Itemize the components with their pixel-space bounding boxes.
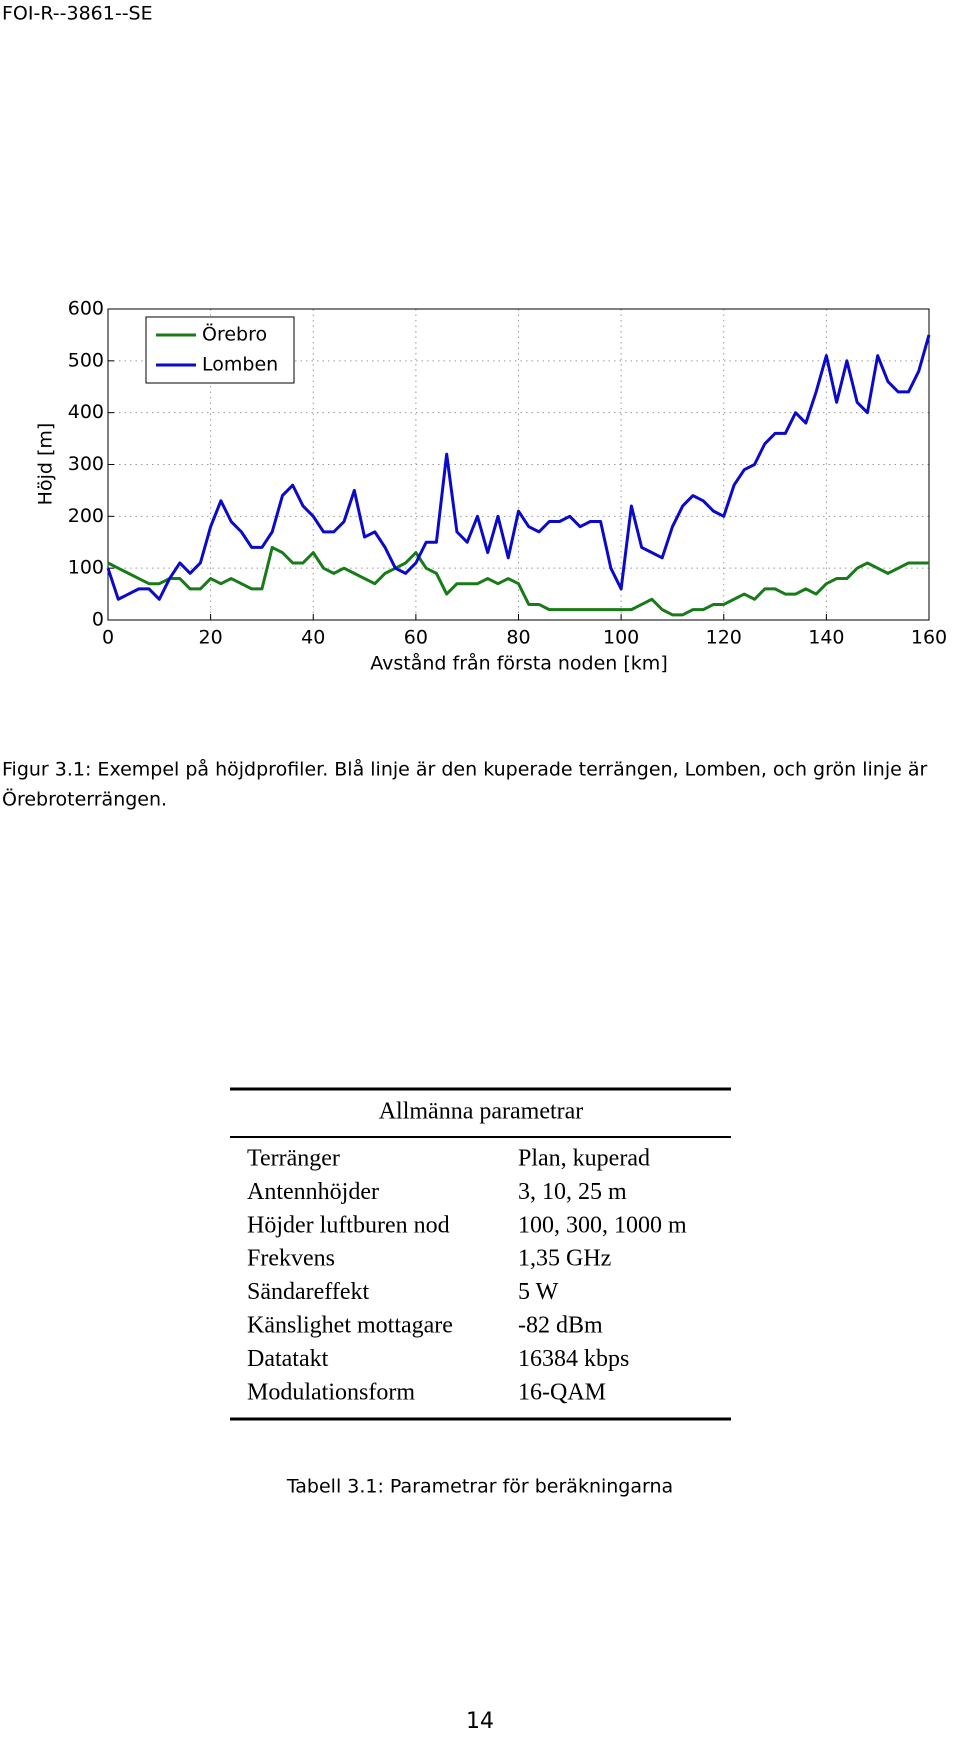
y-tick-label: 100 (68, 557, 104, 579)
x-tick-label: 160 (911, 627, 947, 649)
page-number: 14 (466, 1709, 494, 1734)
x-tick-label: 100 (603, 627, 639, 649)
table-cell: Frekvens (247, 1246, 335, 1272)
table-cell: Sändareffekt (247, 1279, 370, 1305)
table-cell: Plan, kuperad (518, 1146, 650, 1172)
x-axis-label: Avstånd från första noden [km] (370, 652, 667, 675)
y-tick-label: 300 (68, 453, 104, 475)
table-cell: Datatakt (247, 1346, 329, 1372)
x-tick-label: 140 (808, 627, 844, 649)
table-cell: -82 dBm (518, 1313, 603, 1339)
plot-frame (107, 308, 930, 621)
table-cell: Känslighet mottagare (247, 1313, 453, 1339)
table-cell: 3, 10, 25 m (518, 1179, 627, 1205)
x-tick-label: 80 (506, 627, 530, 649)
y-tick-label: 500 (68, 349, 104, 371)
x-tick-label: 0 (102, 627, 114, 649)
y-tick-label: 600 (68, 298, 104, 320)
y-axis-label: Höjd [m] (35, 423, 57, 506)
x-tick-label: 120 (706, 627, 742, 649)
series-line (107, 545, 929, 617)
figure-caption: Figur 3.1: Exempel på höjdprofiler. Blå … (2, 758, 927, 781)
table-cell: 16-QAM (518, 1379, 606, 1405)
y-tick-label: 0 (92, 609, 104, 631)
table-caption: Tabell 3.1: Parametrar för beräkningarna (286, 1476, 673, 1498)
legend-box (145, 316, 295, 384)
table-cell: 5 W (518, 1279, 559, 1305)
legend-label: Lomben (202, 354, 278, 376)
table-cell: Höjder luftburen nod (247, 1212, 450, 1238)
table-title: Allmänna parametrar (379, 1099, 584, 1125)
table-cell: Modulationsform (247, 1379, 415, 1405)
table-cell: Terränger (247, 1146, 340, 1172)
series-line (106, 334, 931, 601)
y-tick-label: 200 (68, 505, 104, 527)
legend-label: Örebro (202, 323, 267, 346)
x-tick-label: 60 (404, 627, 428, 649)
x-tick-label: 40 (301, 627, 325, 649)
y-tick-label: 400 (68, 401, 104, 423)
table-cell: Antennhöjder (247, 1179, 379, 1205)
table-cell: 100, 300, 1000 m (518, 1212, 687, 1238)
x-tick-label: 20 (199, 627, 223, 649)
figure-caption: Örebroterrängen. (2, 788, 167, 811)
report-id: FOI-R--3861--SE (2, 3, 153, 25)
table-cell: 1,35 GHz (518, 1246, 611, 1272)
table-cell: 16384 kbps (518, 1346, 629, 1372)
